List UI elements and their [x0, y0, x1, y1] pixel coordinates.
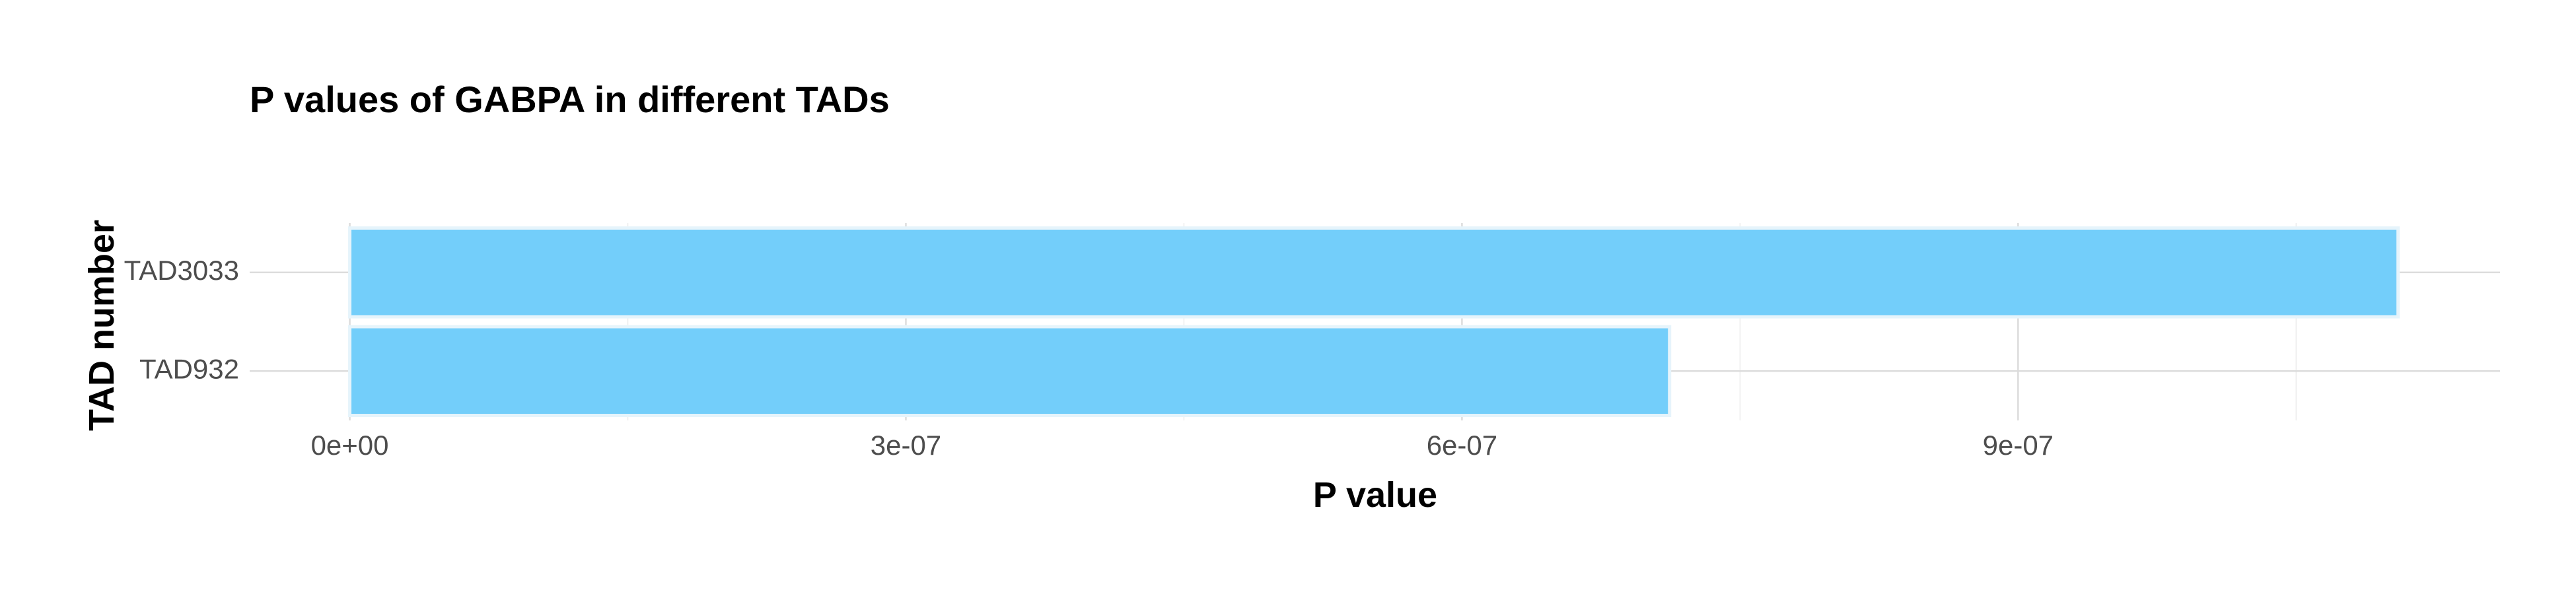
bars [348, 226, 2400, 418]
y-tick-labels: TAD3033 TAD932 [124, 255, 239, 385]
x-tick-label: 6e-07 [1427, 430, 1497, 461]
y-axis-title: TAD number [82, 220, 122, 431]
y-tick-label: TAD932 [139, 353, 239, 384]
chart-title: P values of GABPA in different TADs [250, 79, 890, 120]
x-tick-label: 0e+00 [311, 430, 389, 461]
bar-tad932 [348, 325, 1672, 418]
x-axis-title: P value [1313, 475, 1437, 515]
y-tick-label: TAD3033 [124, 255, 239, 286]
plot-area [250, 223, 2500, 420]
bar-tad3033 [348, 226, 2400, 319]
x-tick-label: 9e-07 [1983, 430, 2054, 461]
x-tick-labels: 0e+00 3e-07 6e-07 9e-07 [311, 430, 2054, 461]
x-tick-label: 3e-07 [871, 430, 941, 461]
